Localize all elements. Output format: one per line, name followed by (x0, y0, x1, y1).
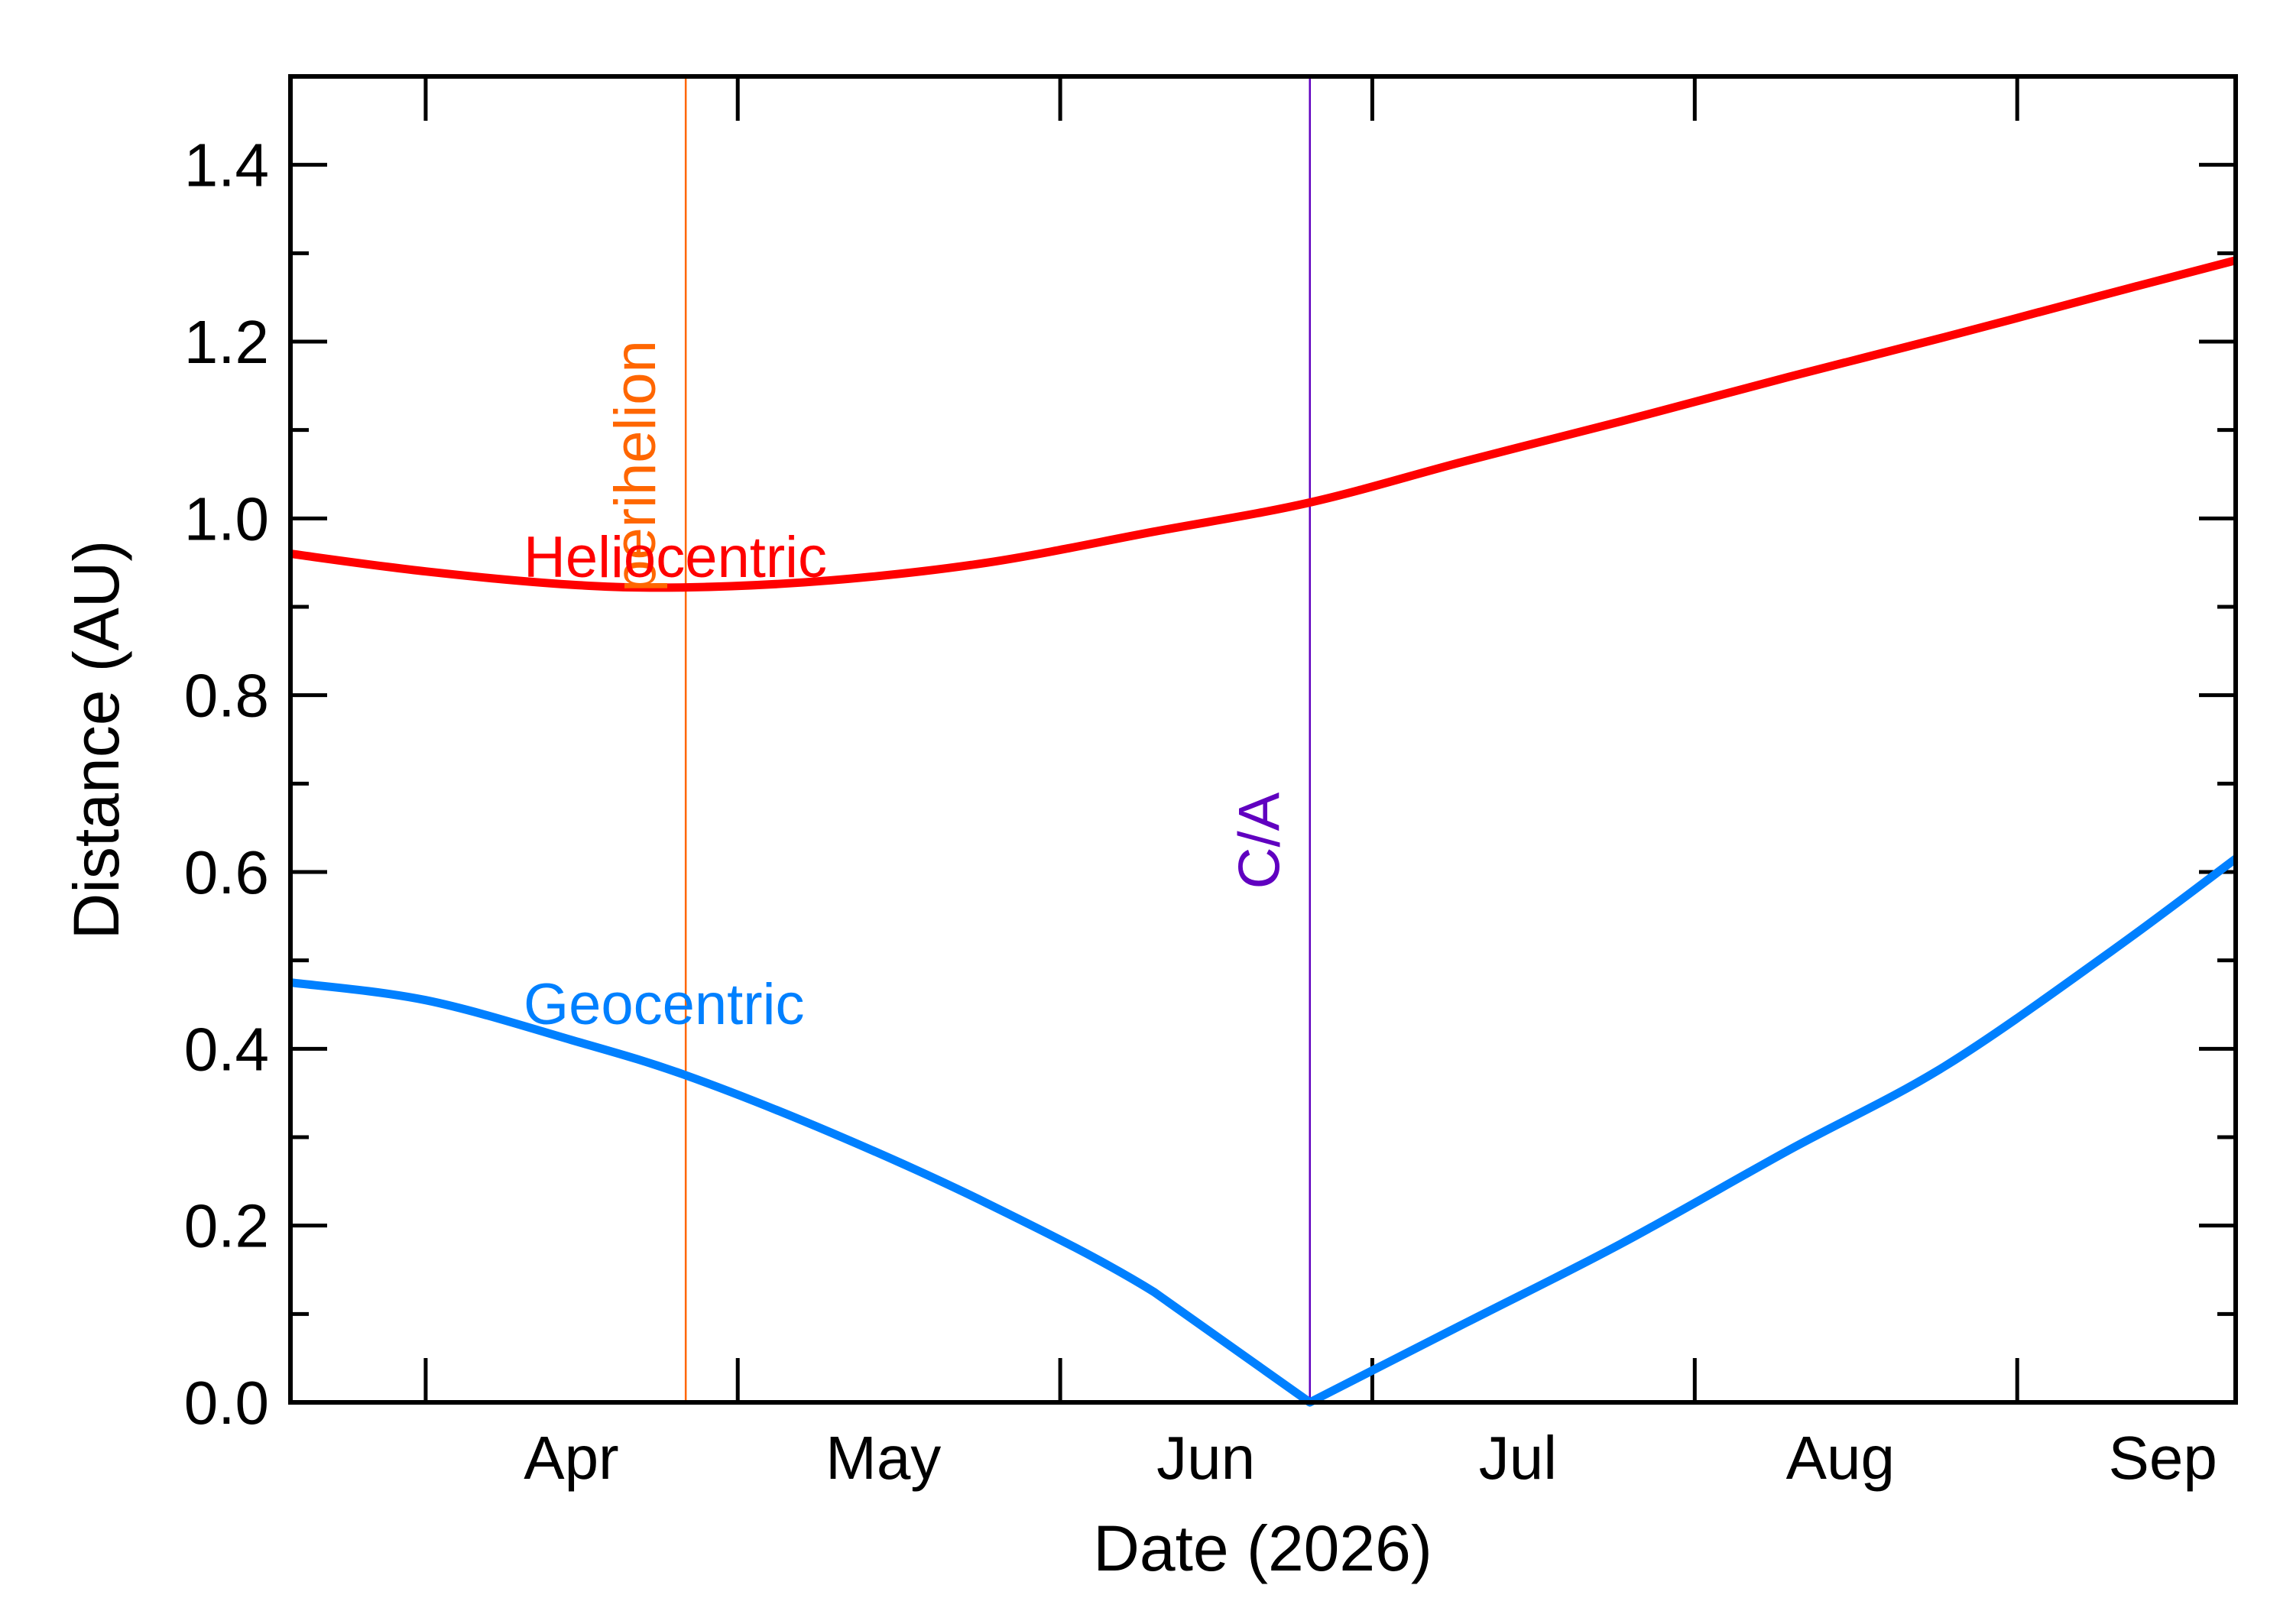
y-tick-label: 1.4 (184, 131, 269, 199)
vertical-marker-label: perihelion (603, 340, 668, 592)
plot-frame (288, 74, 2238, 1405)
y-tick-labels: 0.0 0.2 0.4 0.6 0.8 1.0 1.2 1.4 (184, 131, 269, 1437)
y-tick-label: 1.0 (184, 485, 269, 553)
y-tick-label: 1.2 (184, 308, 269, 376)
y-axis-title: Distance (AU) (60, 540, 132, 940)
vertical-markers (684, 76, 1311, 1402)
data-series (290, 256, 2239, 1407)
x-tick-label: Jul (1479, 1424, 1557, 1492)
y-tick-label: 0.0 (184, 1369, 269, 1437)
y-tick-label: 0.4 (184, 1015, 269, 1083)
y-tick-label: 0.2 (184, 1192, 269, 1260)
x-tick-labels: Apr May Jun Jul Aug Sep (524, 1424, 2217, 1492)
annotations: perihelion C/A Heliocentric Geocentric (524, 340, 1292, 1037)
x-tick-label: May (825, 1424, 941, 1492)
series-label: Geocentric (524, 972, 805, 1037)
minor-ticks (290, 74, 2236, 1316)
x-tick-label: Sep (2109, 1424, 2217, 1492)
x-axis-title: Date (2026) (1093, 1512, 1432, 1584)
series-line-heliocentric (290, 256, 2237, 592)
series-label: Heliocentric (524, 525, 827, 590)
vertical-marker-label: C/A (1228, 792, 1292, 889)
y-tick-label: 0.6 (184, 838, 269, 906)
series-line-geocentric (290, 855, 2239, 1407)
x-tick-label: Aug (1786, 1424, 1895, 1492)
x-tick-label: Jun (1156, 1424, 1255, 1492)
y-tick-label: 0.8 (184, 662, 269, 730)
x-tick-label: Apr (524, 1424, 619, 1492)
